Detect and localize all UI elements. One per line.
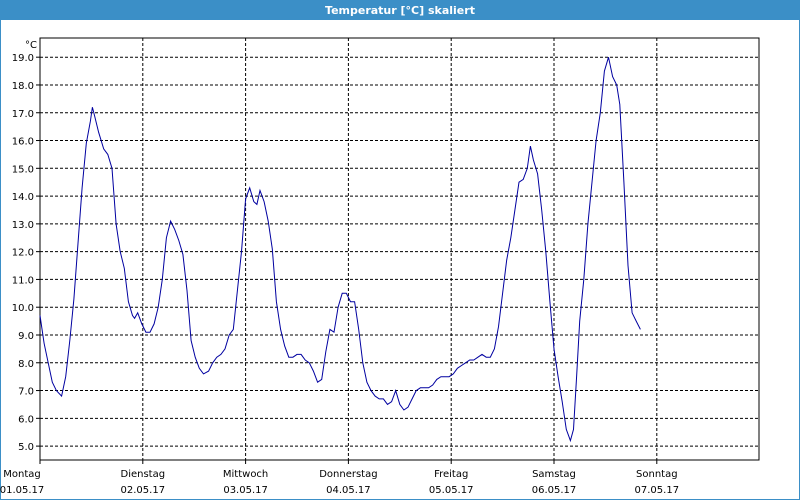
y-tick-label: 7.0 [18, 387, 34, 398]
y-tick-label: 12.0 [12, 248, 34, 259]
y-tick-label: 9.0 [18, 331, 34, 342]
x-label-date: 05.05.17 [429, 485, 474, 496]
y-tick-label: 14.0 [12, 192, 34, 203]
y-tick-label: 18.0 [12, 81, 34, 92]
y-tick-label: 5.0 [18, 442, 34, 453]
x-label-weekday: Dienstag [121, 469, 166, 480]
x-label-date: 02.05.17 [121, 485, 166, 496]
y-tick-label: 6.0 [18, 414, 34, 425]
series-line-temperature [39, 57, 641, 443]
chart-title: Temperatur [°C] skaliert [1, 1, 799, 20]
x-label-weekday: Montag [3, 469, 40, 480]
grid-lines [40, 38, 759, 460]
x-axis-labels: Montag 01.05.17 Dienstag 02.05.17 Mittwoch 03… [0, 460, 679, 496]
x-label-date: 04.05.17 [326, 485, 371, 496]
y-tick-label: 19.0 [12, 53, 34, 64]
y-axis-label: °C [25, 40, 37, 51]
plot-area [39, 37, 760, 461]
x-label-date: 03.05.17 [223, 485, 268, 496]
y-tick-label: 8.0 [18, 359, 34, 370]
x-label-date: 06.05.17 [532, 485, 577, 496]
x-label-weekday: Sonntag [636, 469, 678, 480]
x-label-weekday: Mittwoch [223, 469, 268, 480]
x-label-weekday: Samstag [532, 469, 576, 480]
y-axis-ticks: 5.0 6.0 7.0 8.0 9.0 10.0 11.0 12.0 13.0 14.0 15.0 1… [12, 53, 40, 453]
y-tick-label: 15.0 [12, 164, 34, 175]
x-label-weekday: Donnerstag [319, 469, 377, 480]
y-tick-label: 11.0 [12, 275, 34, 286]
x-label-date: 07.05.17 [635, 485, 680, 496]
y-tick-label: 13.0 [12, 220, 34, 231]
x-label-date: 01.05.17 [0, 485, 44, 496]
y-tick-label: 16.0 [12, 137, 34, 148]
y-tick-label: 17.0 [12, 109, 34, 120]
x-label-weekday: Freitag [434, 469, 468, 480]
y-tick-label: 10.0 [12, 303, 34, 314]
